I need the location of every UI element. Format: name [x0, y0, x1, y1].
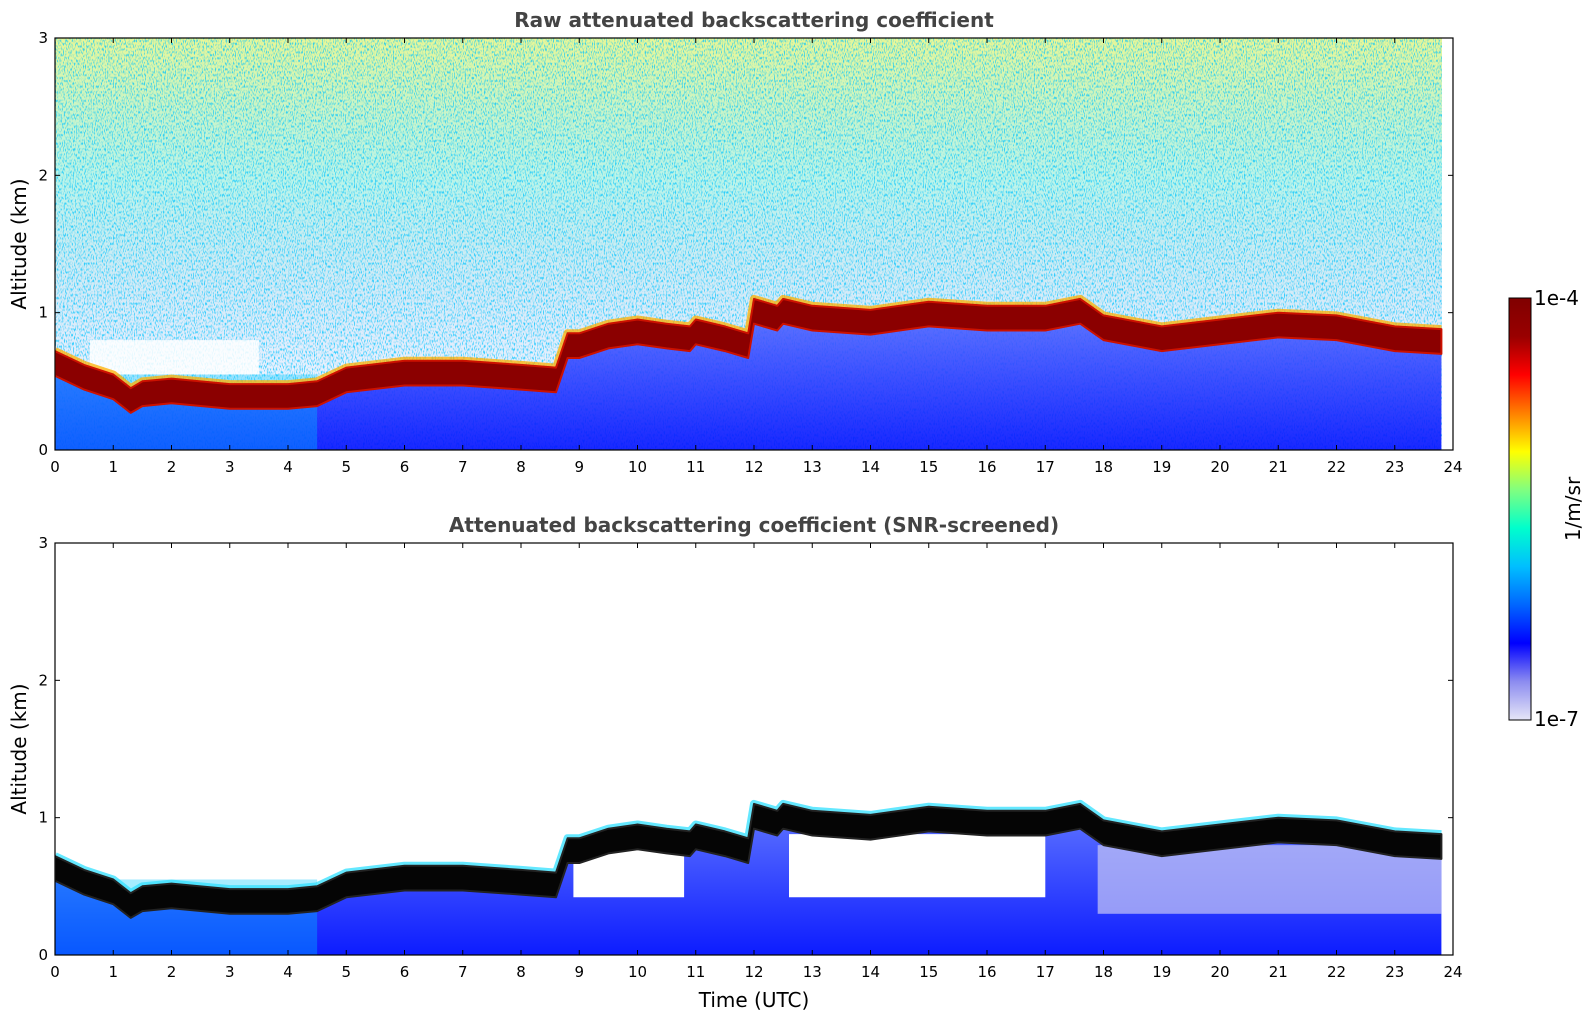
aerosol-cloud-layer — [55, 297, 1443, 414]
x-tick-label: 4 — [283, 458, 293, 476]
x-tick-label: 7 — [458, 458, 468, 476]
screened-clear-region — [789, 834, 1046, 898]
x-tick-label: 10 — [628, 963, 647, 981]
x-tick-label: 12 — [744, 963, 763, 981]
raw-heatmap — [55, 38, 1443, 450]
x-tick-label: 24 — [1443, 458, 1462, 476]
colorbar-gradient — [1508, 297, 1532, 721]
colorbar: 1e-4 1e-7 1/m/sr — [1508, 286, 1585, 731]
y-tick-label: 1 — [38, 809, 48, 827]
x-tick-label: 0 — [50, 963, 60, 981]
x-tick-label: 17 — [1036, 458, 1055, 476]
x-tick-label: 2 — [167, 963, 177, 981]
y-tick-label: 3 — [38, 29, 48, 47]
aerosol-cloud-layer — [55, 802, 1443, 919]
x-tick-label: 3 — [225, 963, 235, 981]
x-tick-label: 1 — [108, 963, 118, 981]
boundary-layer-region — [55, 828, 1442, 955]
x-tick-label: 11 — [686, 458, 705, 476]
snr-panel-title: Attenuated backscattering coefficient (S… — [449, 513, 1059, 537]
x-tick-label: 15 — [919, 458, 938, 476]
x-axis-label: Time (UTC) — [698, 988, 810, 1012]
x-tick-label: 16 — [977, 458, 996, 476]
colorbar-max-label: 1e-4 — [1534, 286, 1579, 310]
x-tick-label: 18 — [1094, 963, 1113, 981]
low-signal-region — [89, 340, 259, 375]
x-tick-label: 0 — [50, 458, 60, 476]
x-tick-label: 5 — [341, 458, 351, 476]
snr-y-axis-label: Altitude (km) — [7, 683, 31, 814]
colorbar-min-label: 1e-7 — [1534, 707, 1579, 731]
x-tick-label: 22 — [1327, 963, 1346, 981]
x-tick-label: 6 — [400, 963, 410, 981]
y-tick-label: 0 — [38, 441, 48, 459]
x-tick-label: 9 — [574, 458, 584, 476]
x-tick-label: 8 — [516, 458, 526, 476]
x-tick-label: 21 — [1269, 963, 1288, 981]
snr-screened-panel: Attenuated backscattering coefficient (S… — [7, 513, 1463, 1012]
x-tick-label: 13 — [803, 963, 822, 981]
x-tick-label: 19 — [1152, 963, 1171, 981]
x-tick-label: 22 — [1327, 458, 1346, 476]
x-tick-label: 14 — [861, 458, 880, 476]
y-tick-label: 3 — [38, 534, 48, 552]
low-signal-region — [1097, 845, 1442, 914]
x-tick-label: 17 — [1036, 963, 1055, 981]
x-tick-label: 2 — [167, 458, 177, 476]
y-tick-label: 2 — [38, 671, 48, 689]
x-tick-label: 8 — [516, 963, 526, 981]
x-tick-label: 10 — [628, 458, 647, 476]
x-tick-label: 24 — [1443, 963, 1462, 981]
x-tick-label: 5 — [341, 963, 351, 981]
raw-panel-title: Raw attenuated backscattering coefficien… — [514, 8, 994, 32]
x-tick-label: 7 — [458, 963, 468, 981]
x-tick-label: 4 — [283, 963, 293, 981]
x-tick-label: 21 — [1269, 458, 1288, 476]
x-tick-label: 1 — [108, 458, 118, 476]
y-tick-label: 0 — [38, 946, 48, 964]
x-tick-label: 16 — [977, 963, 996, 981]
x-tick-label: 12 — [744, 458, 763, 476]
colorbar-unit-label: 1/m/sr — [1561, 476, 1585, 541]
x-tick-label: 6 — [400, 458, 410, 476]
x-tick-label: 3 — [225, 458, 235, 476]
x-tick-label: 23 — [1385, 458, 1404, 476]
raw-y-axis-label: Altitude (km) — [7, 178, 31, 309]
x-tick-label: 15 — [919, 963, 938, 981]
x-tick-label: 20 — [1210, 963, 1229, 981]
x-tick-label: 11 — [686, 963, 705, 981]
x-tick-label: 9 — [574, 963, 584, 981]
y-tick-label: 2 — [38, 166, 48, 184]
x-tick-label: 18 — [1094, 458, 1113, 476]
x-tick-label: 13 — [803, 458, 822, 476]
x-tick-label: 20 — [1210, 458, 1229, 476]
x-tick-label: 23 — [1385, 963, 1404, 981]
snr-heatmap — [55, 543, 1453, 955]
y-tick-label: 1 — [38, 304, 48, 322]
raw-backscatter-panel: Raw attenuated backscattering coefficien… — [7, 8, 1463, 476]
x-tick-label: 14 — [861, 963, 880, 981]
boundary-layer-region — [55, 323, 1442, 450]
x-tick-label: 19 — [1152, 458, 1171, 476]
